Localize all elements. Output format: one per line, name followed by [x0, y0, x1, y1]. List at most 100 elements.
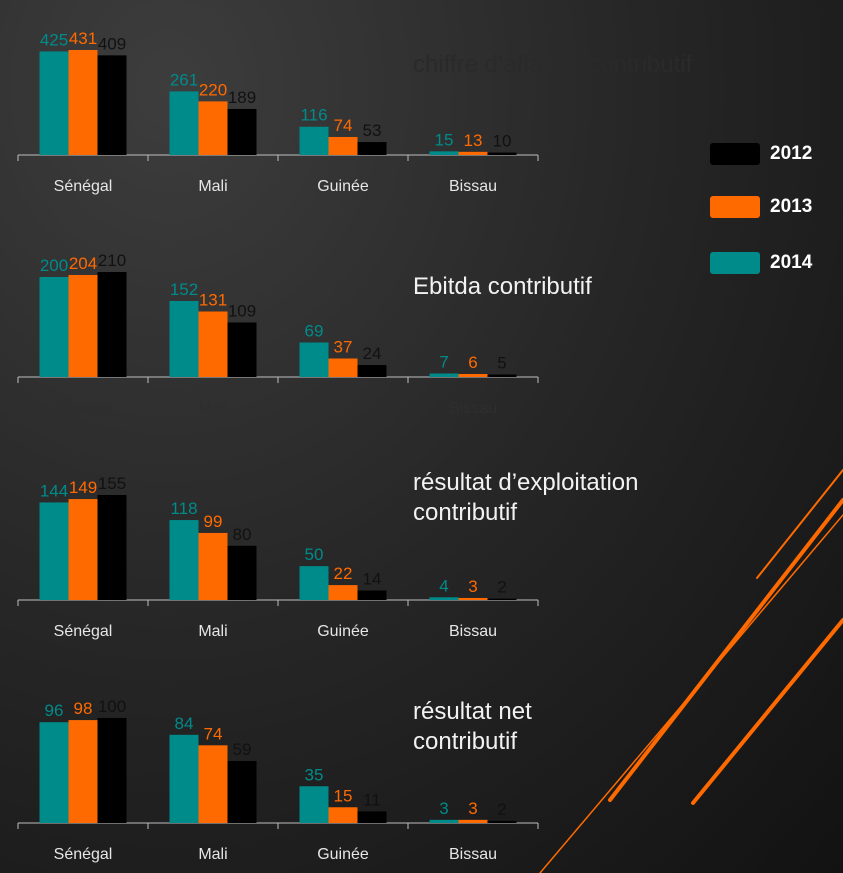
data-label: 431	[69, 29, 97, 48]
bar	[97, 718, 127, 823]
chart-title: résultat d’exploitation contributif	[413, 469, 639, 526]
data-label: 15	[334, 786, 353, 805]
bar	[458, 819, 488, 823]
bar	[487, 152, 517, 155]
chart-title: chiffre d’affaires contributif	[413, 51, 693, 78]
data-label: 24	[363, 344, 382, 363]
bar	[227, 322, 257, 377]
data-label: 84	[175, 714, 194, 733]
data-label: 7	[439, 353, 448, 372]
bar	[328, 358, 358, 377]
data-label: 210	[98, 251, 126, 270]
bar	[39, 51, 69, 155]
bar	[198, 101, 228, 155]
bar	[198, 311, 228, 377]
data-label: 13	[464, 131, 483, 150]
bar	[169, 301, 199, 377]
legend-label: 2013	[770, 196, 812, 217]
data-label: 3	[439, 799, 448, 818]
legend-label: 2012	[770, 143, 812, 164]
data-label: 155	[98, 474, 126, 493]
data-label: 4	[439, 576, 448, 595]
x-tick-label: Bissau	[449, 623, 497, 640]
data-label: 3	[468, 577, 477, 596]
data-label: 131	[199, 291, 227, 310]
x-tick-label: Bissau	[449, 400, 497, 417]
bar	[429, 819, 459, 823]
legend-swatch	[710, 143, 760, 165]
data-label: 152	[170, 280, 198, 299]
bar	[68, 275, 98, 377]
data-label: 69	[305, 322, 324, 341]
data-label: 6	[468, 353, 477, 372]
data-label: 144	[40, 481, 68, 500]
decoration	[539, 469, 843, 873]
data-label: 14	[363, 570, 382, 589]
legend-swatch	[710, 252, 760, 274]
bar	[357, 590, 387, 600]
data-label: 96	[45, 701, 64, 720]
bar	[169, 520, 199, 600]
bar	[68, 720, 98, 823]
data-label: 11	[363, 790, 381, 809]
x-tick-label: Guinée	[317, 178, 369, 195]
bar	[487, 374, 517, 377]
bar	[429, 151, 459, 155]
data-label: 149	[69, 478, 97, 497]
x-tick-label: Sénégal	[54, 400, 113, 417]
bar	[39, 277, 69, 377]
x-tick-label: Mali	[198, 400, 227, 417]
bar	[39, 502, 69, 600]
data-label: 37	[334, 338, 353, 357]
data-label: 15	[435, 130, 454, 149]
data-label: 35	[305, 765, 324, 784]
data-label: 2	[497, 800, 506, 819]
bar	[97, 495, 127, 600]
bar	[429, 373, 459, 377]
bar	[458, 151, 488, 155]
bar	[198, 532, 228, 600]
x-tick-label: Guinée	[317, 400, 369, 417]
data-label: 100	[98, 697, 126, 716]
bar	[227, 761, 257, 823]
bar	[487, 598, 517, 600]
data-label: 204	[69, 254, 97, 273]
legend-swatch	[710, 196, 760, 218]
data-label: 59	[233, 740, 252, 759]
bar	[357, 365, 387, 377]
data-label: 116	[300, 106, 327, 125]
x-tick-label: Bissau	[449, 846, 497, 863]
bar	[68, 499, 98, 600]
x-tick-label: Mali	[198, 178, 227, 195]
data-label: 5	[497, 354, 506, 373]
data-label: 409	[98, 34, 126, 53]
x-tick-label: Guinée	[317, 623, 369, 640]
bar	[328, 136, 358, 155]
bar	[357, 142, 387, 155]
bar	[299, 126, 329, 155]
x-tick-label: Bissau	[449, 178, 497, 195]
bar	[299, 342, 329, 377]
data-label: 220	[199, 80, 227, 99]
bar	[458, 597, 488, 600]
bar	[68, 50, 98, 155]
x-tick-label: Mali	[198, 846, 227, 863]
data-label: 425	[40, 30, 68, 49]
data-label: 98	[74, 699, 93, 718]
data-label: 261	[170, 70, 198, 89]
data-label: 189	[228, 88, 256, 107]
bar	[328, 585, 358, 600]
bar	[458, 374, 488, 377]
bar	[299, 786, 329, 823]
bar	[357, 811, 387, 823]
bar	[169, 734, 199, 823]
chart-title: résultat net contributif	[413, 698, 532, 755]
data-label: 53	[363, 121, 382, 140]
bar	[198, 745, 228, 823]
bar	[97, 55, 127, 155]
data-label: 3	[468, 799, 477, 818]
data-label: 74	[334, 116, 353, 135]
x-tick-label: Guinée	[317, 846, 369, 863]
